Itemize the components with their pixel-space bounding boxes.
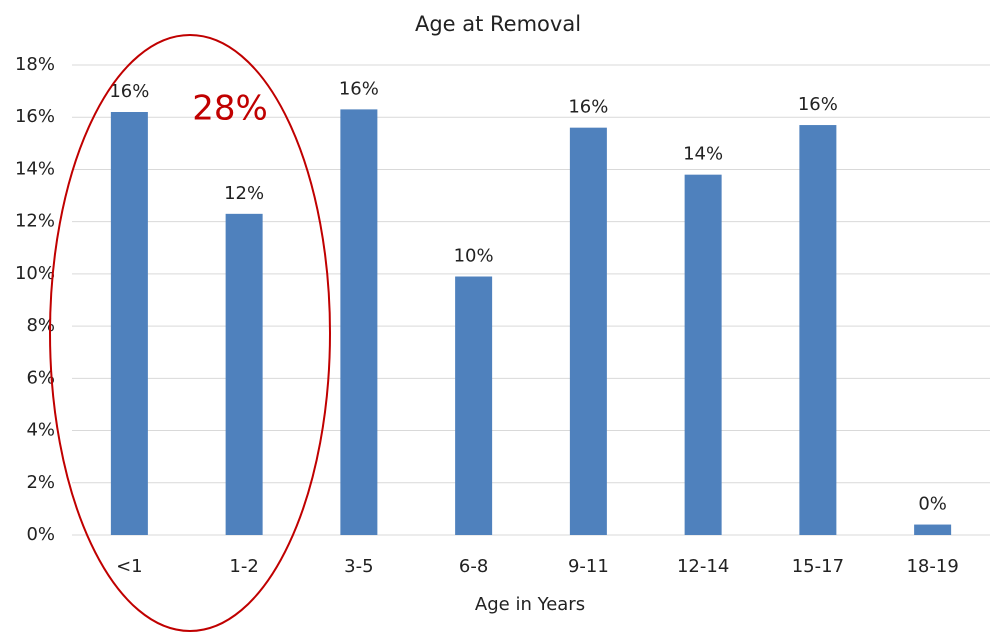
y-tick-label: 4% <box>26 420 55 441</box>
bar <box>110 112 148 535</box>
x-tick-label: 3-5 <box>344 556 373 577</box>
y-tick-label: 10% <box>15 263 55 284</box>
data-label: 10% <box>454 246 494 267</box>
y-tick-label: 0% <box>26 524 55 545</box>
bar <box>455 276 493 535</box>
data-label: 16% <box>109 81 149 102</box>
y-tick-label: 8% <box>26 315 55 336</box>
x-tick-label: 12-14 <box>677 556 729 577</box>
x-tick-label: 1-2 <box>229 556 258 577</box>
y-tick-label: 16% <box>15 106 55 127</box>
data-label: 12% <box>224 183 264 204</box>
annotation: 28% <box>192 89 268 129</box>
data-label: 16% <box>339 78 379 99</box>
x-tick-label: <1 <box>116 556 143 577</box>
x-tick-label: 18-19 <box>906 556 958 577</box>
highlight-ellipse <box>49 34 331 632</box>
y-tick-label: 6% <box>26 367 55 388</box>
x-tick-label: 15-17 <box>792 556 844 577</box>
x-tick-label: 6-8 <box>459 556 488 577</box>
y-tick-label: 2% <box>26 472 55 493</box>
bar <box>225 213 263 536</box>
chart-title: Age at Removal <box>415 12 581 36</box>
bar <box>799 125 837 536</box>
y-tick-label: 18% <box>15 54 55 75</box>
data-label: 14% <box>683 144 723 165</box>
y-tick-label: 14% <box>15 158 55 179</box>
bar <box>340 109 378 535</box>
data-label: 0% <box>918 494 947 515</box>
x-axis-title: Age in Years <box>475 594 585 615</box>
bar <box>914 524 952 535</box>
x-tick-label: 9-11 <box>568 556 609 577</box>
data-label: 16% <box>798 94 838 115</box>
plot-area: 0% 2% 4% 6% 8% 10% 12% 14% 16% 18% <1 16% 1-2 12% 3-5 1… <box>15 54 990 577</box>
bar <box>684 174 722 535</box>
y-tick-label: 12% <box>15 211 55 232</box>
bar <box>569 127 607 536</box>
data-label: 16% <box>568 97 608 118</box>
